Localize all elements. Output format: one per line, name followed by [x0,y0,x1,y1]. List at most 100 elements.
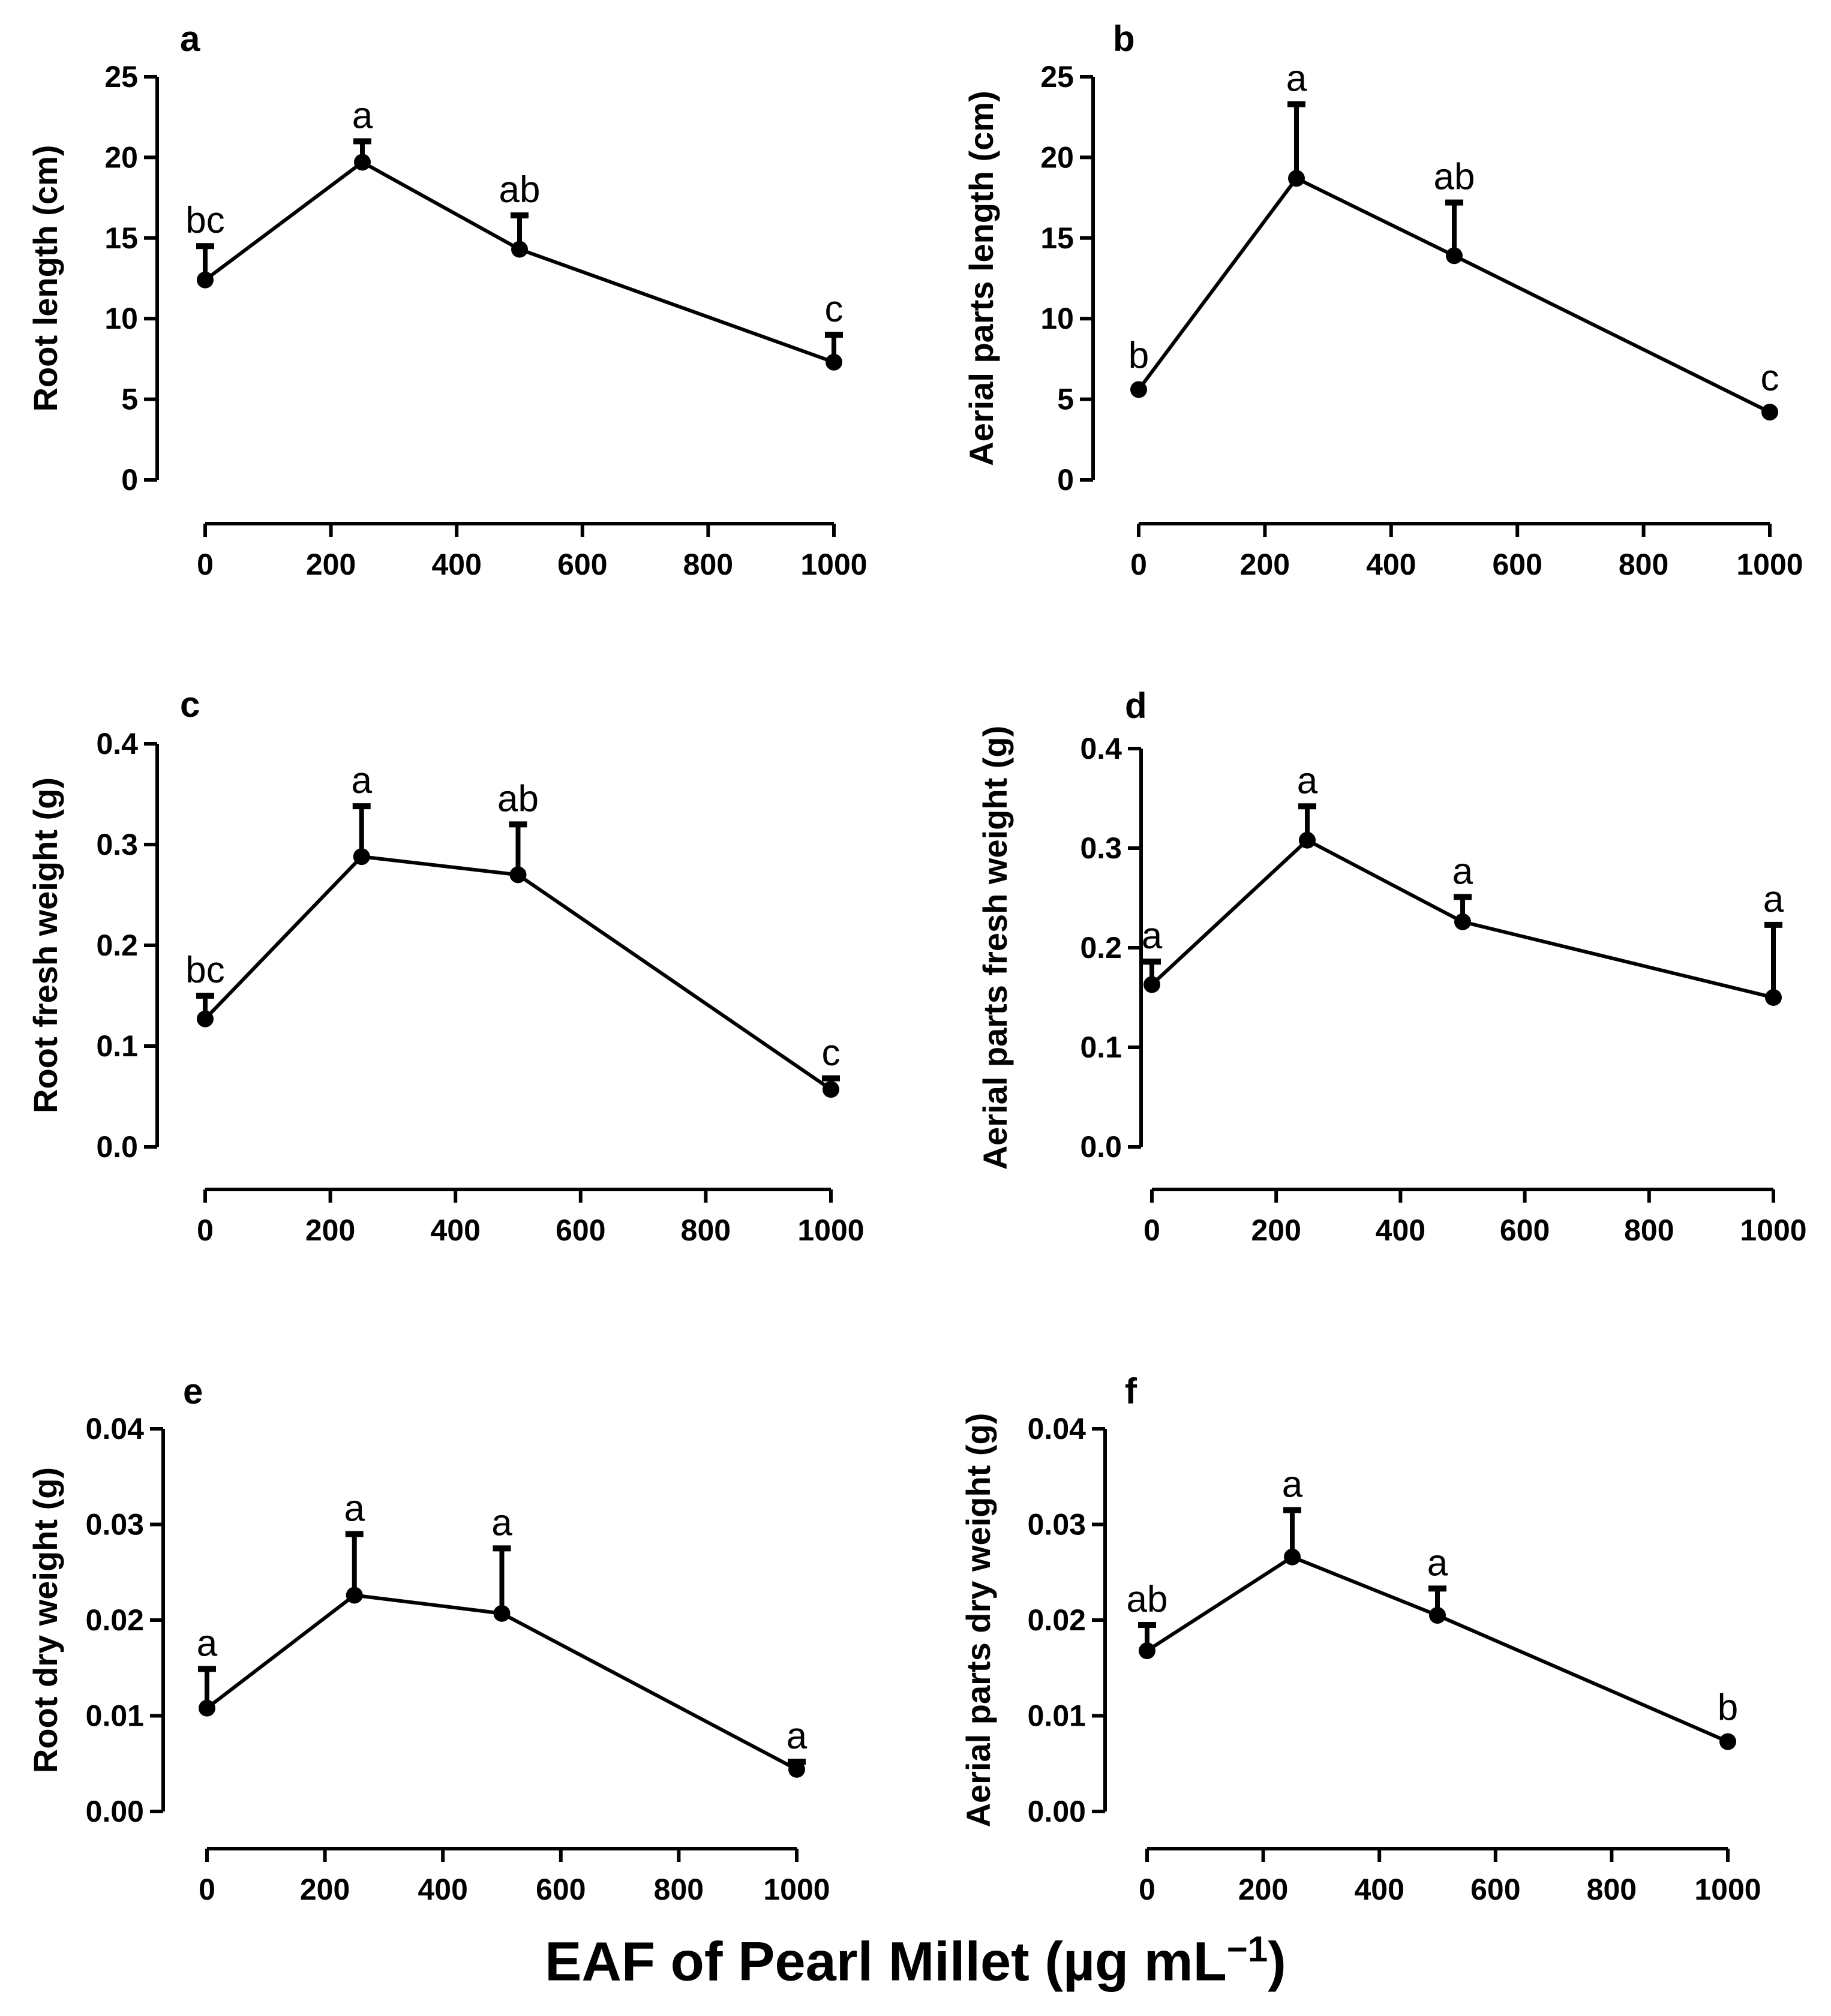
y-tick-label: 25 [1040,60,1074,94]
panel-letter: a [180,19,200,59]
x-tick-label: 400 [1366,548,1416,581]
x-axis-label-exponent: −1 [1226,1929,1268,1969]
y-tick-label: 0 [1057,463,1074,497]
x-tick-label: 200 [1240,548,1290,581]
x-tick-label: 400 [1376,1213,1425,1247]
y-tick-label: 0 [121,463,138,497]
y-tick-label: 25 [104,60,138,94]
x-tick-label: 600 [556,1213,605,1247]
significance-label: a [197,1623,218,1664]
significance-label: a [1142,915,1163,957]
data-point [1429,1607,1446,1624]
panel-letter: c [180,684,200,725]
panel-d: d 0.0 0.1 0.2 0.3 0.4 Aerial parts fresh weigh… [976,686,1807,1247]
significance-label: ab [1434,157,1475,198]
y-tick-label: 0.03 [86,1508,144,1542]
series-line [1150,838,1774,999]
series-line [1146,1555,1729,1744]
data-point [1765,989,1782,1006]
significance-label: a [1297,760,1318,801]
data-point [826,353,842,371]
data-point [1719,1733,1736,1750]
y-axis-label: Aerial parts dry weight (g) [959,1413,997,1828]
x-tick-label: 200 [305,1213,355,1247]
data-point [1288,170,1305,187]
x-tick-label: 1000 [1740,1213,1806,1247]
x-tick-label: 0 [197,1213,214,1247]
y-tick-label: 0.01 [1028,1699,1086,1733]
x-tick-label: 800 [681,1213,731,1247]
y-tick-label: 0.03 [1028,1508,1086,1542]
y-axis-label: Aerial parts fresh weight (g) [976,726,1014,1170]
x-tick-label: 1000 [800,548,867,581]
data-point [199,1699,215,1717]
series-line [1137,176,1771,414]
x-tick-label: 600 [557,548,607,581]
common-x-axis-label: EAF of Pearl Millet (µg mL−1) [0,1928,1831,1994]
significance-label: a [1452,851,1473,892]
y-tick-label: 0.01 [86,1699,144,1733]
x-tick-label: 600 [1492,548,1542,581]
significance-label: a [491,1502,512,1543]
x-tick-label: 200 [300,1873,350,1906]
series-line [206,1593,798,1771]
significance-label: ab [499,169,541,211]
data-point [823,1081,839,1098]
x-tick-label: 800 [1587,1873,1637,1906]
data-point [1454,913,1471,930]
data-point [354,154,371,171]
significance-label: a [1763,879,1784,920]
x-tick-label: 1000 [797,1213,864,1247]
x-tick-label: 200 [1251,1213,1301,1247]
significance-label: a [344,1488,365,1529]
x-tick-label: 1000 [1694,1873,1761,1906]
x-tick-label: 1000 [763,1873,830,1906]
significance-label: b [1128,335,1149,376]
data-point [1299,831,1316,849]
data-point [493,1605,511,1622]
x-tick-label: 0 [1130,548,1147,581]
y-axis-label: Root length (cm) [26,145,64,412]
x-tick-label: 200 [306,548,356,581]
y-tick-label: 20 [104,140,138,174]
x-axis-label-unit: µg mL [1063,1931,1227,1993]
data-point [511,241,528,258]
significance-label: a [352,760,373,801]
panel-letter: e [183,1371,203,1411]
significance-label: bc [185,200,224,241]
panel-b: b 0 5 10 15 20 25 Aerial parts length (cm) 0 200 4… [962,19,1803,581]
data-point [1143,976,1160,993]
data-point [1284,1548,1301,1566]
data-point [346,1587,363,1604]
y-tick-label: 0.1 [1080,1030,1122,1064]
x-tick-label: 0 [1143,1213,1160,1247]
y-tick-label: 0.04 [1028,1412,1086,1446]
data-point [353,848,370,866]
y-tick-label: 0.00 [86,1795,144,1828]
x-tick-label: 800 [654,1873,704,1906]
significance-label: a [787,1715,808,1757]
x-tick-label: 0 [197,548,214,581]
y-tick-label: 0.2 [1080,931,1122,965]
y-tick-label: 10 [104,302,138,335]
y-tick-label: 0.04 [86,1412,145,1446]
y-axis-label: Root dry weight (g) [26,1467,64,1773]
y-tick-label: 10 [1040,302,1074,335]
y-tick-label: 0.02 [86,1603,144,1637]
data-point [1446,247,1463,265]
panel-a: a 0 5 10 15 20 25 Root length (cm) 0 200 400 600 800… [26,19,868,581]
y-tick-label: 0.02 [1028,1603,1086,1637]
data-point [197,271,214,289]
y-axis-label: Root fresh weight (g) [26,777,64,1113]
x-tick-label: 600 [1500,1213,1550,1247]
panel-letter: d [1125,686,1147,726]
significance-label: c [1761,357,1779,399]
y-tick-label: 5 [1057,383,1074,416]
data-point [1761,404,1778,421]
x-tick-label: 200 [1238,1873,1288,1906]
x-tick-label: 1000 [1736,548,1803,581]
significance-label: c [825,289,844,330]
x-tick-label: 0 [1139,1873,1155,1906]
y-axis-label: Aerial parts length (cm) [962,91,1000,465]
